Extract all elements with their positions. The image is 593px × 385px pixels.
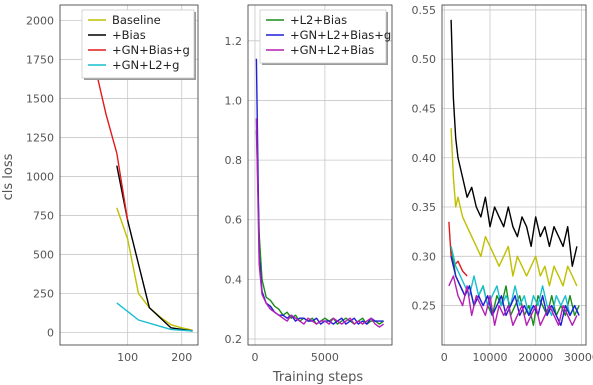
y-tick-label: 1250	[26, 132, 54, 145]
series-line-gn-l2-g	[116, 302, 193, 332]
series-line-3-1	[450, 19, 578, 267]
series-line-gn-l2-bias	[255, 118, 385, 328]
y-tick-label: 1.2	[225, 35, 243, 48]
legend-label: +L2+Bias	[290, 13, 347, 27]
series-line-gn-l2-bias-g	[255, 58, 384, 325]
panel-3: 0.25 0.30 0.35 0.40 0.45 0.50 0.55 0 10000 20000 3…	[412, 4, 593, 364]
y-tick-label: 1000	[26, 171, 54, 184]
series-line-3-2	[450, 128, 578, 287]
series-line-bias	[116, 165, 193, 332]
plot-area-frame	[441, 4, 587, 346]
y-tick-label: 0	[47, 327, 54, 340]
y-tick-label: 0.40	[412, 152, 437, 165]
y-axis-label: cls loss	[1, 153, 16, 200]
series-line-3-6	[450, 256, 580, 326]
y-tick-label: 500	[33, 249, 54, 262]
legend-label: +GN+L2+Bias+g	[290, 28, 391, 42]
x-tick-label: 5000	[311, 351, 339, 364]
panel-2: 0.20.40.60.81.01.20 5000+L2+Bias+GN+L2+Bi…	[225, 4, 393, 364]
x-tick-label: 0	[441, 351, 448, 364]
y-tick-label: 0.35	[412, 201, 437, 214]
series-line-3-5	[450, 246, 580, 317]
legend: +L2+Bias+GN+L2+Bias+g+GN+L2+Bias	[259, 9, 391, 65]
x-axis-label: Training steps	[272, 370, 364, 385]
legend-label: +GN+Bias+g	[112, 43, 190, 57]
y-tick-label: 0.2	[225, 333, 243, 346]
x-tick-label: 200	[171, 351, 192, 364]
legend-box	[259, 9, 387, 64]
series-line-3-7	[448, 275, 578, 326]
y-tick-label: 1750	[26, 54, 54, 67]
y-tick-label: 1500	[26, 93, 54, 106]
y-tick-label: 750	[33, 210, 54, 223]
x-tick-label: 10000	[473, 351, 508, 364]
legend-box	[81, 9, 195, 79]
y-tick-label: 0.55	[412, 4, 437, 17]
legend-label: +GN+L2+Bias	[290, 43, 374, 57]
x-tick-label: 0	[251, 351, 258, 364]
y-tick-label: 0.30	[412, 250, 437, 263]
x-tick-label: 100	[117, 351, 138, 364]
panel-1: 0 250 500 750 1000 1250 1500 1750 2000 100 200 Base…	[26, 4, 199, 364]
y-tick-label: 250	[33, 288, 54, 301]
legend-label: Baseline	[112, 13, 161, 27]
legend-label: +Bias	[112, 28, 146, 42]
y-tick-label: 0.25	[412, 300, 437, 313]
series-line-l2-bias	[255, 130, 385, 325]
y-tick-label: 0.4	[225, 273, 243, 286]
y-tick-label: 0.50	[412, 53, 437, 66]
y-tick-label: 0.45	[412, 102, 437, 115]
plot-area-frame	[59, 4, 199, 346]
x-tick-label: 20000	[518, 351, 553, 364]
y-tick-label: 1.0	[225, 94, 243, 107]
x-tick-label: 30000	[564, 351, 593, 364]
y-tick-label: 2000	[26, 15, 54, 28]
y-tick-label: 0.6	[225, 214, 243, 227]
legend: Baseline+Bias+GN+Bias+g+GN+L2+g	[81, 9, 196, 80]
legend-label: +GN+L2+g	[112, 58, 179, 72]
plot-area-frame	[247, 4, 393, 346]
y-tick-label: 0.8	[225, 154, 243, 167]
